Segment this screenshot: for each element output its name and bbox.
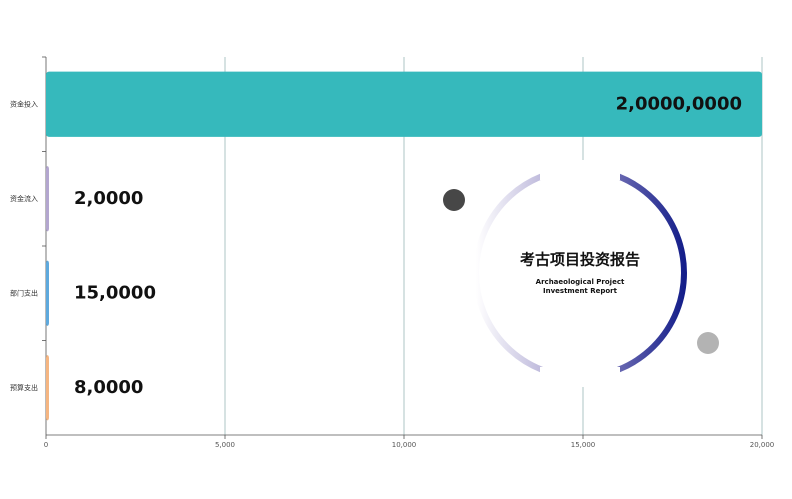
data-label: 2,0000,0000 xyxy=(616,93,742,114)
bar xyxy=(46,71,762,137)
y-tick-label: 资金流入 xyxy=(10,194,38,203)
x-tick-label: 0 xyxy=(44,441,48,449)
y-tick-label: 资金投入 xyxy=(10,99,38,108)
plot-area: 0 5,000 10,000 15,000 20,000 资金投入 2,0000,0000 资… xyxy=(10,56,775,449)
y-tick-label: 部门支出 xyxy=(10,288,38,297)
y-tick-label: 预算支出 xyxy=(10,383,38,392)
cover-badge: 考古项目投资报告 Archaeological Project Investme… xyxy=(443,160,719,387)
ring-gap xyxy=(540,367,620,387)
badge-subtitle: Investment Report xyxy=(543,287,618,295)
x-tick-label: 5,000 xyxy=(215,441,235,449)
bar xyxy=(46,166,49,232)
dot xyxy=(443,189,465,211)
bar xyxy=(46,355,49,421)
bar xyxy=(46,260,49,326)
badge-subtitle: Archaeological Project xyxy=(536,278,625,286)
data-label: 15,0000 xyxy=(74,282,156,303)
badge-title: 考古项目投资报告 xyxy=(520,251,640,269)
x-tick-label: 20,000 xyxy=(750,441,775,449)
ring xyxy=(473,166,687,380)
data-label: 2,0000 xyxy=(74,188,143,209)
x-tick-label: 10,000 xyxy=(392,441,417,449)
x-tick-label: 15,000 xyxy=(571,441,596,449)
dot xyxy=(697,332,719,354)
ring-gap xyxy=(540,160,620,180)
data-label: 8,0000 xyxy=(74,377,143,398)
